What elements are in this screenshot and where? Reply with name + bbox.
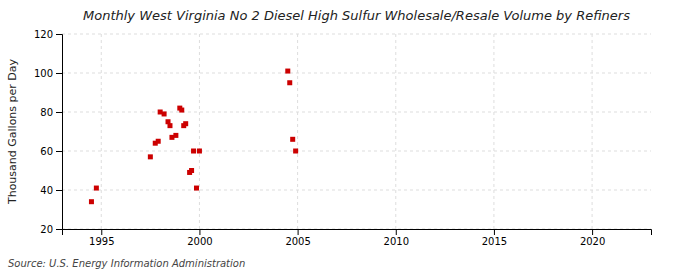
axis-domain [63, 230, 652, 236]
grid-line-y [62, 73, 651, 74]
tick: 40 [40, 185, 62, 196]
x-axis: 1995 2000 2005 2010 2015 2020 [63, 229, 652, 247]
point [293, 149, 298, 154]
tick: 100 [34, 68, 62, 79]
grid-line-x [395, 34, 396, 229]
grid-line-x [101, 34, 102, 229]
tick: 60 [40, 146, 62, 157]
chart: 19952000200520102015202020406080100120Mo… [0, 0, 675, 275]
tick: 120 [34, 29, 62, 40]
tick-mark [101, 229, 102, 235]
point [89, 199, 94, 204]
point [156, 139, 161, 144]
point [183, 121, 188, 126]
point [189, 168, 194, 173]
tick-mark [396, 229, 397, 235]
point [197, 149, 202, 154]
point [173, 133, 178, 138]
point [290, 137, 295, 142]
tick-label: 40 [40, 185, 53, 196]
tick-mark [56, 229, 62, 230]
tick-mark [56, 112, 62, 113]
tick: 2005 [285, 229, 310, 247]
axis-domain [56, 35, 63, 230]
point [148, 154, 153, 159]
tick-label: 1995 [89, 236, 114, 247]
grid-line-x [297, 34, 298, 229]
grid-line-y [62, 151, 651, 152]
point [194, 186, 199, 191]
grid-line-x [493, 34, 494, 229]
tick-mark [56, 73, 62, 74]
grid [62, 34, 651, 229]
tick: 2010 [384, 229, 409, 247]
tick-mark [56, 34, 62, 35]
tick-label: 100 [34, 68, 53, 79]
points [89, 69, 298, 205]
tick-label: 2020 [580, 236, 605, 247]
point [285, 69, 290, 74]
tick-label: 2010 [384, 236, 409, 247]
title: Monthly West Virginia No 2 Diesel High S… [83, 8, 630, 23]
grid-line-x [592, 34, 593, 229]
tick-mark [199, 229, 200, 235]
point [191, 149, 196, 154]
annotation: Source: U.S. Energy Information Administ… [8, 258, 245, 269]
tick: 2015 [482, 229, 507, 247]
tick-mark [56, 190, 62, 191]
plot-area: 19952000200520102015202020406080100120 [34, 29, 652, 247]
tick: 80 [40, 107, 62, 118]
point [162, 111, 167, 116]
tick-mark [592, 229, 593, 235]
grid-line-y [62, 34, 651, 35]
tick-label: 2000 [187, 236, 212, 247]
tick-label: 60 [40, 146, 53, 157]
tick-mark [298, 229, 299, 235]
tick-mark [494, 229, 495, 235]
y-axis: 20 40 60 80 100 120 [34, 29, 63, 235]
point [179, 108, 184, 113]
tick-label: 2015 [482, 236, 507, 247]
grid-line-y [62, 112, 651, 113]
point [94, 186, 99, 191]
tick-mark [56, 151, 62, 152]
tick-label: 20 [40, 224, 53, 235]
grid-line-y [62, 190, 651, 191]
y-axis-label: Thousand Gallons per Day [6, 58, 19, 205]
tick: 2000 [187, 229, 212, 247]
tick: 1995 [89, 229, 114, 247]
grid-line-x [199, 34, 200, 229]
tick-label: 80 [40, 107, 53, 118]
point [287, 80, 292, 85]
tick: 20 [40, 224, 62, 235]
tick-label: 120 [34, 29, 53, 40]
point [167, 123, 172, 128]
tick: 2020 [580, 229, 605, 247]
tick-label: 2005 [285, 236, 310, 247]
